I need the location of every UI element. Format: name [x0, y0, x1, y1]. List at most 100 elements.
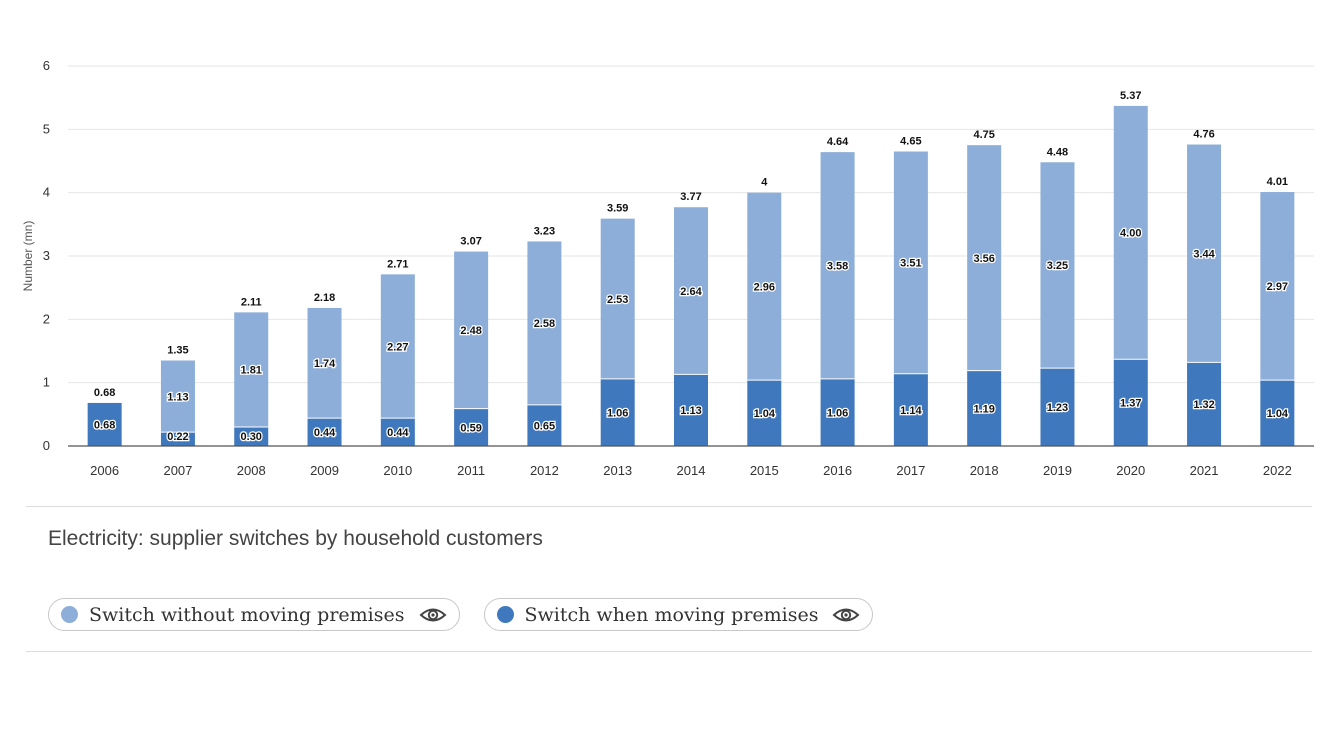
- legend-label: Switch when moving premises: [524, 603, 819, 626]
- bar-switch-without-moving: [160, 360, 195, 433]
- data-label-when-moving: 1.19: [973, 403, 994, 415]
- data-label-when-moving: 1.13: [680, 405, 701, 417]
- eye-icon[interactable]: [832, 605, 860, 625]
- data-label-without-moving: 2.96: [754, 281, 775, 293]
- data-label-when-moving: 1.14: [900, 405, 922, 417]
- x-tick-label: 2017: [896, 463, 925, 478]
- total-label: 4.64: [827, 136, 849, 148]
- data-label-when-moving: 0.30: [241, 431, 262, 443]
- bar-switch-when-moving: [87, 402, 122, 446]
- x-tick-label: 2009: [310, 463, 339, 478]
- y-tick-label: 1: [43, 375, 50, 390]
- data-label-when-moving: 1.06: [607, 407, 628, 419]
- x-tick-label: 2019: [1043, 463, 1072, 478]
- bar-switch-without-moving: [820, 152, 855, 379]
- total-label: 4.76: [1193, 129, 1214, 141]
- x-tick-label: 2014: [677, 463, 706, 478]
- total-label: 1.35: [167, 345, 188, 357]
- y-tick-label: 3: [43, 248, 50, 263]
- data-label-without-moving: 3.44: [1193, 248, 1215, 260]
- data-label-without-moving: 2.58: [534, 318, 555, 330]
- data-label-without-moving: 3.51: [900, 258, 921, 270]
- eye-icon[interactable]: [419, 605, 447, 625]
- bar-switch-when-moving: [1260, 380, 1295, 446]
- data-label-when-moving: 0.22: [167, 431, 188, 443]
- data-label-without-moving: 2.53: [607, 294, 628, 306]
- y-axis-ticks: 0 1 2 3 4 5 6: [43, 58, 50, 453]
- x-tick-label: 2012: [530, 463, 559, 478]
- bar-switch-when-moving: [527, 404, 562, 446]
- x-tick-label: 2011: [457, 463, 485, 478]
- data-label-without-moving: 1.13: [167, 391, 188, 403]
- total-label: 0.68: [94, 387, 115, 399]
- top-divider: [26, 506, 1312, 507]
- total-label: 2.11: [241, 296, 262, 308]
- data-label-when-moving: 1.32: [1193, 399, 1214, 411]
- total-label: 4: [761, 177, 768, 189]
- bar-switch-without-moving: [1187, 144, 1222, 363]
- chart-title: Electricity: supplier switches by househ…: [48, 527, 543, 550]
- y-axis-title: Number (mn): [21, 221, 35, 292]
- data-label-without-moving: 2.97: [1267, 281, 1288, 293]
- data-label-when-moving: 1.06: [827, 407, 848, 419]
- bar-switch-without-moving: [967, 145, 1002, 371]
- x-tick-label: 2020: [1116, 463, 1145, 478]
- bar-switch-without-moving: [674, 207, 708, 375]
- data-label-without-moving: 1.81: [241, 365, 262, 377]
- data-label-when-moving: 1.23: [1047, 402, 1068, 414]
- y-tick-label: 4: [43, 185, 50, 200]
- legend-swatch-light-blue: [61, 606, 78, 623]
- bar-switch-when-moving: [674, 374, 708, 446]
- data-label-when-moving: 1.04: [754, 408, 776, 420]
- data-label-without-moving: 4.00: [1120, 228, 1141, 240]
- x-tick-label: 2010: [383, 463, 412, 478]
- bar-switch-when-moving: [1040, 368, 1075, 446]
- bars: 0.68 0.68 1.13 0.22 1.35 1.81 0.30 2.11 1.74 0.44…: [87, 90, 1295, 446]
- total-label: 5.37: [1120, 90, 1141, 102]
- bar-switch-when-moving: [307, 418, 342, 446]
- bar-switch-without-moving: [600, 218, 635, 379]
- bar-switch-when-moving: [160, 432, 195, 446]
- total-label: 3.23: [534, 225, 555, 237]
- legend-item-switch-when-moving[interactable]: Switch when moving premises: [483, 598, 874, 631]
- legend-item-switch-without-moving[interactable]: Switch without moving premises: [48, 598, 460, 631]
- bar-switch-when-moving: [454, 408, 489, 446]
- total-label: 4.48: [1047, 146, 1068, 158]
- x-tick-label: 2015: [750, 463, 779, 478]
- data-label-when-moving: 0.44: [387, 427, 409, 439]
- legend-swatch-dark-blue: [496, 606, 514, 623]
- data-label-without-moving: 2.27: [387, 341, 408, 353]
- data-label-without-moving: 1.74: [314, 358, 336, 370]
- total-label: 4.75: [973, 129, 994, 141]
- y-tick-label: 5: [43, 121, 50, 136]
- bar-switch-without-moving: [1040, 162, 1075, 369]
- bar-switch-when-moving: [747, 380, 782, 446]
- bar-switch-without-moving: [454, 251, 489, 409]
- data-label-without-moving: 3.56: [973, 253, 994, 265]
- x-axis-ticks: 2006 2007 2008 2009 2010 2011 2012 2013 2014 2015…: [90, 463, 1292, 478]
- total-label: 2.18: [314, 292, 335, 304]
- bottom-divider: [26, 651, 1312, 652]
- bar-switch-without-moving: [893, 151, 928, 374]
- data-label-without-moving: 3.25: [1047, 260, 1068, 272]
- x-tick-label: 2007: [163, 463, 192, 478]
- bar-switch-when-moving: [967, 370, 1002, 446]
- y-tick-label: 0: [43, 438, 50, 453]
- data-label-without-moving: 2.48: [460, 325, 481, 337]
- x-tick-label: 2008: [237, 463, 266, 478]
- total-label: 3.59: [607, 203, 628, 215]
- legend-label: Switch without moving premises: [89, 603, 405, 626]
- data-label-when-moving: 0.65: [534, 420, 555, 432]
- x-tick-label: 2022: [1263, 463, 1292, 478]
- bar-switch-without-moving: [1260, 192, 1295, 381]
- x-tick-label: 2006: [90, 463, 119, 478]
- bar-switch-when-moving: [1187, 362, 1222, 446]
- bar-switch-when-moving: [820, 378, 855, 446]
- bar-switch-without-moving: [380, 274, 415, 419]
- x-tick-label: 2021: [1190, 463, 1219, 478]
- data-label-when-moving: 0.44: [314, 427, 336, 439]
- bar-switch-without-moving: [234, 312, 269, 427]
- total-label: 2.71: [387, 258, 408, 270]
- bar-switch-when-moving: [380, 418, 415, 446]
- data-label-without-moving: 3.58: [827, 261, 848, 273]
